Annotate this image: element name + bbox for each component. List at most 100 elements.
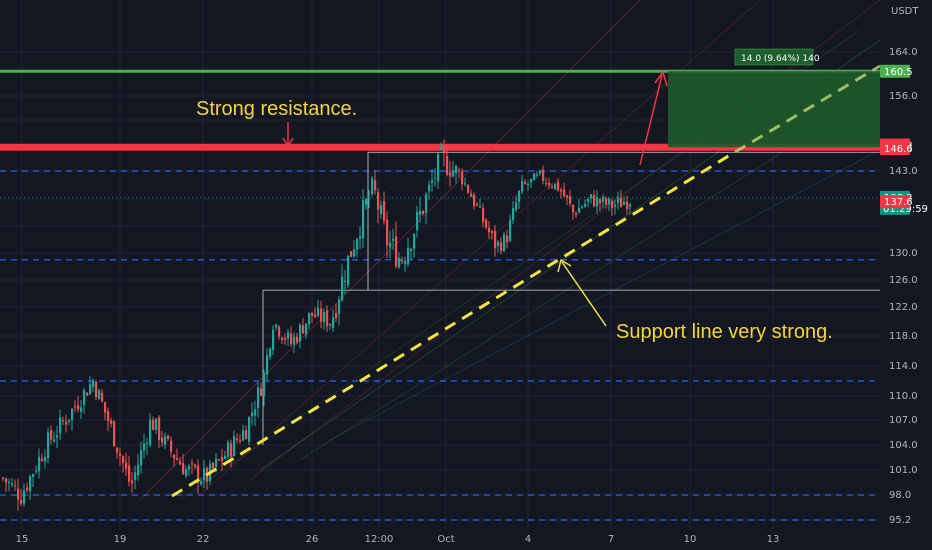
candle-body — [476, 204, 479, 206]
candle-body — [404, 260, 407, 265]
candle-body — [248, 417, 251, 442]
candle-body — [251, 412, 254, 416]
time-tick-label: 22 — [197, 534, 210, 545]
candle-body — [497, 241, 500, 246]
candle-body — [500, 242, 503, 252]
candle-body — [32, 474, 35, 477]
candle-body — [512, 208, 515, 221]
candle-body — [134, 472, 137, 481]
candle-body — [479, 206, 482, 208]
candle-body — [545, 182, 548, 184]
candle-body — [488, 228, 491, 233]
candle-body — [551, 186, 554, 188]
candle-body — [398, 257, 401, 268]
candle-body — [299, 324, 302, 342]
candle-body — [419, 210, 422, 215]
price-tick-label: 164.0 — [889, 47, 918, 58]
candle-body — [620, 197, 623, 208]
candle-body — [413, 234, 416, 249]
candle-body — [587, 198, 590, 202]
candle-body — [617, 197, 620, 203]
candle-body — [392, 238, 395, 241]
candle-body — [278, 326, 281, 337]
candle-body — [17, 488, 20, 500]
candle-body — [401, 260, 404, 262]
candle-body — [191, 463, 194, 465]
candle-body — [110, 420, 113, 424]
candle-body — [311, 312, 314, 316]
candle-body — [590, 194, 593, 199]
candle-body — [341, 276, 344, 301]
candle-body — [257, 387, 260, 408]
price-axis[interactable]: 95.2 98.0 101.0 104.0 107.0 110.0 114.0 118.0 12… — [880, 0, 932, 550]
candle-body — [350, 251, 353, 257]
candle-body — [116, 447, 119, 453]
time-tick-label: 13 — [767, 534, 780, 545]
candle-body — [179, 461, 182, 465]
candle-body — [422, 211, 425, 214]
candle-body — [470, 193, 473, 197]
candle-body — [29, 475, 32, 492]
candle-body — [527, 184, 530, 186]
candle-body — [371, 178, 374, 195]
candle-body — [509, 220, 512, 241]
price-tick-label: 114.0 — [889, 361, 918, 372]
candle-body — [203, 468, 206, 481]
candle-body — [581, 207, 584, 209]
time-axis[interactable]: 15 19 22 26 12:00 Oct 4 7 10 13 — [16, 534, 780, 545]
candle-body — [287, 332, 290, 339]
candle-body — [362, 200, 365, 239]
candle-body — [176, 458, 179, 460]
candle-body — [293, 336, 296, 345]
candle-body — [266, 355, 269, 375]
candle-body — [44, 456, 47, 462]
candle-body — [125, 462, 128, 469]
candle-body — [563, 189, 566, 197]
candle-body — [368, 197, 371, 199]
candle-body — [467, 184, 470, 193]
candle-body — [98, 390, 101, 400]
candle-body — [128, 465, 131, 482]
candle-body — [104, 401, 107, 413]
candle-body — [596, 197, 599, 207]
fan-line — [299, 89, 881, 461]
measure-label-bg — [734, 48, 814, 66]
support-trendline — [171, 150, 736, 498]
candle-body — [62, 420, 65, 422]
candle-body — [317, 308, 320, 316]
candle-body — [290, 333, 293, 345]
candle-body — [74, 406, 77, 408]
range-boxes — [262, 71, 880, 445]
candle-body — [602, 196, 605, 202]
price-tick-label: 107.0 — [889, 415, 918, 426]
candle-body — [533, 173, 536, 181]
candle-body — [455, 166, 458, 174]
candle-body — [494, 230, 497, 249]
candle-body — [68, 419, 71, 422]
price-tag — [880, 64, 910, 78]
candle-body — [92, 381, 95, 387]
candle-body — [149, 419, 152, 446]
candle-body — [137, 464, 140, 476]
candle-body — [236, 438, 239, 441]
candle-body — [2, 477, 5, 479]
candle-body — [353, 249, 356, 257]
price-tag-countdown: 01:29:59 — [883, 204, 928, 215]
candle-body — [539, 170, 542, 174]
candle-body — [242, 430, 245, 441]
candle-body — [425, 194, 428, 213]
candle-body — [434, 177, 437, 179]
price-tick-label: 98.0 — [889, 490, 911, 501]
candle-body — [338, 299, 341, 314]
candle-body — [47, 432, 50, 458]
candle-body — [170, 440, 173, 452]
candle-body — [554, 183, 557, 189]
candle-body — [557, 181, 560, 191]
target-arrowhead — [654, 70, 668, 87]
candle-body — [377, 192, 380, 210]
candle-body — [530, 178, 533, 183]
candle-body — [305, 323, 308, 335]
candle-body — [482, 208, 485, 222]
candle-body — [302, 325, 305, 334]
